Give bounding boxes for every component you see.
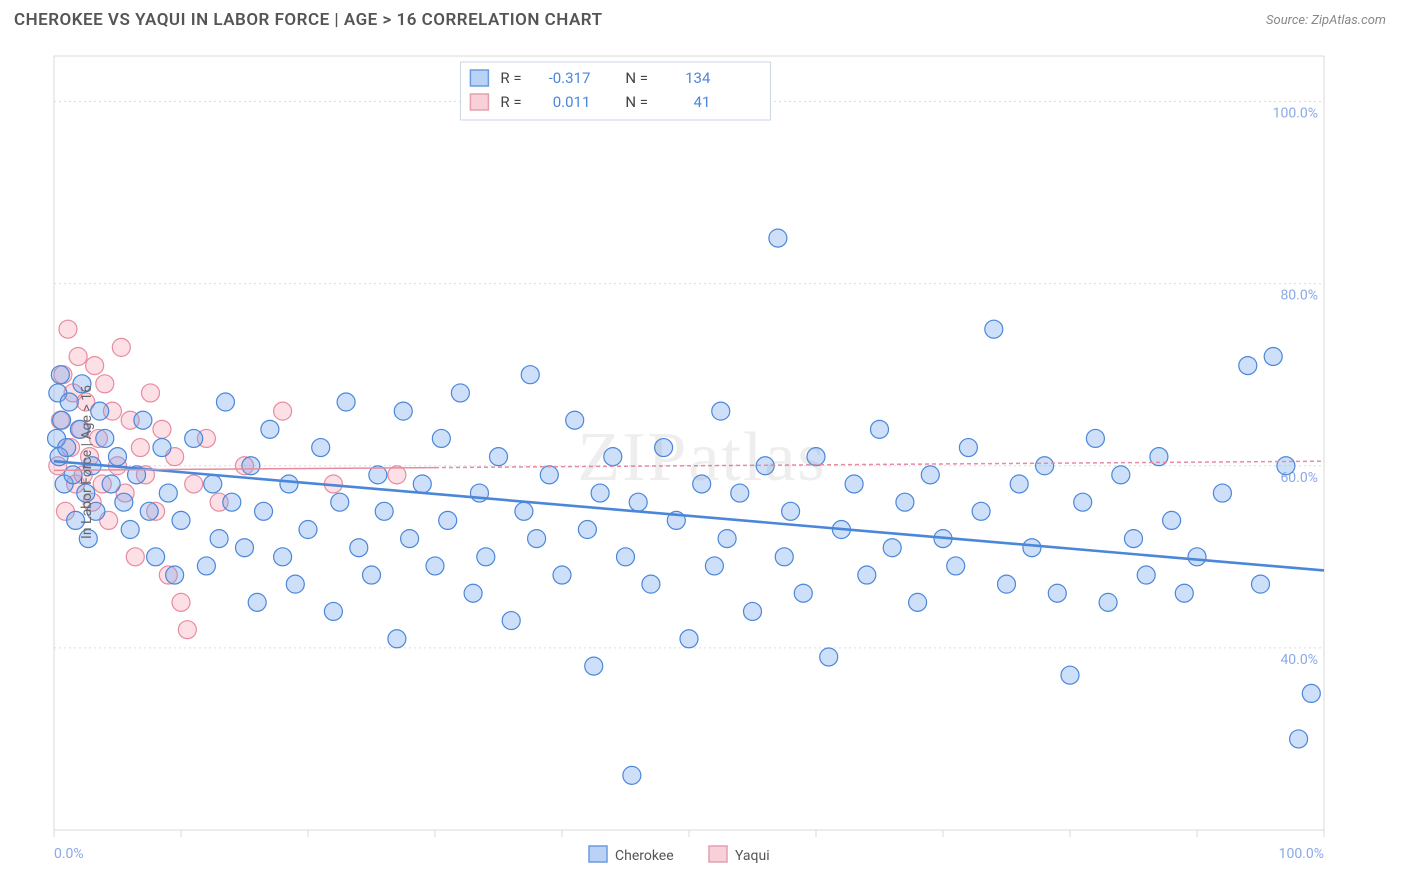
svg-text:134: 134 — [685, 69, 711, 87]
svg-text:Yaqui: Yaqui — [735, 848, 770, 864]
y-axis-label: In Labor Force | Age > 16 — [79, 385, 95, 539]
svg-text:41: 41 — [694, 93, 711, 111]
chart-container: In Labor Force | Age > 16 ZIPatlas 40.0%… — [14, 48, 1390, 876]
svg-text:40.0%: 40.0% — [1280, 652, 1318, 668]
svg-text:0.0%: 0.0% — [54, 846, 84, 862]
correlation-scatter-chart: 40.0%60.0%80.0%100.0%0.0%100.0%R =-0.317… — [14, 48, 1390, 876]
svg-text:-0.317: -0.317 — [549, 69, 591, 87]
svg-text:100.0%: 100.0% — [1279, 846, 1324, 862]
svg-text:0.011: 0.011 — [553, 93, 591, 111]
svg-text:R =: R = — [500, 93, 521, 111]
svg-text:Cherokee: Cherokee — [615, 848, 674, 864]
svg-text:100.0%: 100.0% — [1273, 106, 1318, 122]
page-title: CHEROKEE VS YAQUI IN LABOR FORCE | AGE >… — [14, 10, 603, 30]
svg-text:N =: N = — [625, 93, 648, 111]
source-attribution: Source: ZipAtlas.com — [1266, 13, 1386, 28]
svg-text:80.0%: 80.0% — [1280, 288, 1318, 304]
svg-text:N =: N = — [625, 69, 648, 87]
svg-text:R =: R = — [500, 69, 521, 87]
